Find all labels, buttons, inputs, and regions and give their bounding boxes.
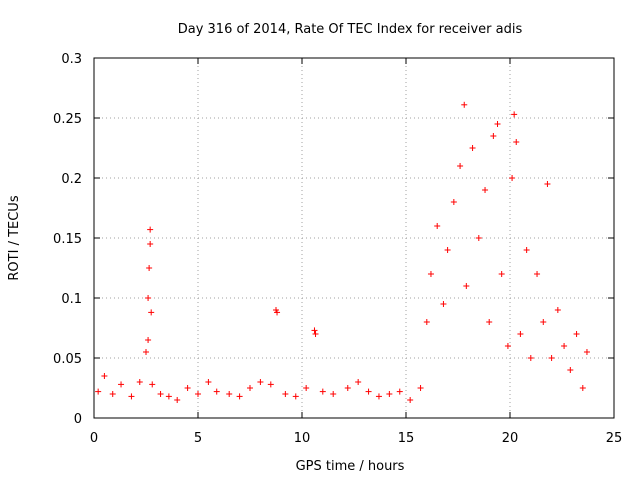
data-point — [292, 393, 299, 400]
data-point — [312, 331, 319, 337]
data-point — [386, 391, 393, 397]
data-point — [490, 133, 497, 139]
data-point — [509, 175, 516, 181]
data-point — [517, 331, 524, 337]
data-point — [145, 337, 152, 343]
data-point — [463, 283, 470, 289]
x-tick-label: 5 — [194, 431, 202, 446]
data-point — [486, 319, 493, 325]
data-point — [423, 319, 430, 325]
data-point — [498, 271, 505, 277]
data-point — [205, 379, 212, 385]
grid — [94, 58, 614, 418]
y-tick-label: 0.3 — [61, 52, 82, 67]
data-point — [583, 349, 590, 355]
data-point — [396, 388, 403, 395]
y-tick-label: 0.25 — [53, 112, 82, 127]
chart-title: Day 316 of 2014, Rate Of TEC Index for r… — [178, 22, 523, 37]
data-point — [319, 388, 326, 395]
data-point — [540, 319, 547, 325]
data-point — [527, 355, 534, 361]
data-point — [567, 367, 574, 373]
data-point — [482, 187, 489, 193]
x-tick-label: 25 — [606, 431, 623, 446]
data-point — [407, 397, 414, 403]
x-axis-label: GPS time / hours — [296, 459, 405, 474]
data-point — [511, 111, 518, 118]
data-point — [146, 265, 153, 271]
data-point — [469, 145, 476, 151]
data-point — [147, 226, 154, 233]
y-tick-label: 0.05 — [53, 352, 82, 367]
y-tick-label: 0.2 — [61, 172, 82, 187]
data-point — [143, 349, 149, 355]
data-point — [523, 247, 530, 253]
x-tick-label: 10 — [294, 431, 311, 446]
data-point — [444, 247, 451, 253]
data-point — [149, 381, 156, 388]
data-point — [101, 373, 108, 379]
data-point — [165, 393, 172, 400]
data-point — [247, 385, 253, 391]
data-point — [257, 379, 264, 385]
data-point — [579, 385, 586, 391]
data-point — [274, 309, 281, 316]
data-point — [534, 271, 541, 277]
data-point — [118, 381, 125, 388]
y-tick-label: 0 — [74, 412, 82, 427]
data-point — [195, 391, 201, 397]
data-point — [355, 379, 362, 385]
x-tick-label: 0 — [90, 431, 98, 446]
data-point — [148, 309, 155, 316]
data-point — [145, 295, 152, 301]
data-point — [213, 388, 220, 395]
data-point — [450, 199, 457, 205]
data-point — [554, 307, 561, 313]
x-tick-label: 20 — [502, 431, 519, 446]
data-point — [457, 163, 464, 169]
data-points — [95, 101, 590, 403]
data-point — [544, 181, 551, 187]
data-point — [440, 301, 447, 307]
data-point — [147, 241, 154, 247]
data-point — [226, 391, 233, 397]
data-point — [365, 388, 372, 395]
axis-ticks: 0 5 10 15 20 25 0 0.05 0.1 0.15 0.2 0.25 0.3 — [53, 52, 622, 446]
data-point — [344, 385, 351, 391]
data-point — [427, 271, 434, 277]
data-point — [128, 393, 135, 400]
data-point — [157, 391, 164, 397]
data-point — [95, 388, 102, 395]
y-tick-label: 0.15 — [53, 232, 82, 247]
data-point — [475, 235, 482, 241]
data-point — [236, 393, 243, 400]
data-point — [461, 101, 468, 108]
data-point — [573, 331, 580, 337]
data-point — [136, 379, 143, 385]
data-point — [330, 391, 337, 397]
y-tick-label: 0.1 — [61, 292, 82, 307]
data-point — [311, 327, 318, 334]
data-point — [282, 391, 289, 397]
data-point — [548, 355, 555, 361]
x-tick-label: 15 — [398, 431, 415, 446]
data-point — [494, 121, 501, 127]
data-point — [504, 343, 511, 349]
data-point — [267, 381, 274, 388]
data-point — [417, 385, 424, 391]
data-point — [561, 343, 568, 349]
y-axis-label: ROTI / TECUs — [7, 195, 22, 280]
data-point — [513, 139, 520, 145]
data-point — [109, 391, 116, 397]
data-point — [303, 385, 310, 391]
data-point — [375, 393, 382, 400]
data-point — [184, 385, 191, 391]
data-point — [434, 223, 441, 229]
data-point — [174, 397, 181, 403]
